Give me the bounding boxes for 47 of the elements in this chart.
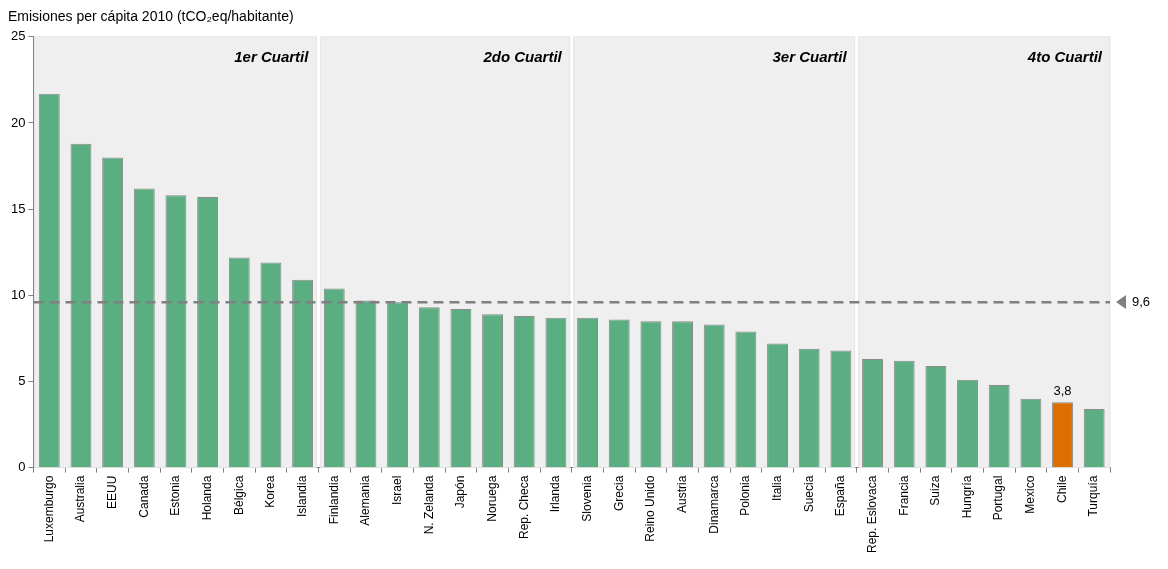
data-label: 3,8	[1053, 383, 1072, 399]
x-tick-label: N. Zelanda	[421, 475, 436, 535]
band-label: 4to Cuartil	[1026, 48, 1103, 66]
band-label: 3er Cuartil	[772, 48, 848, 66]
y-tick-label: 15	[10, 200, 26, 216]
x-tick-label: Italia	[769, 475, 784, 501]
x-tick-label: Austria	[674, 475, 689, 513]
x-tick-label: España	[833, 475, 848, 517]
x-tick-label: Rep. Checa	[516, 475, 531, 539]
x-tick-label: Turquía	[1086, 475, 1101, 517]
x-tick-label: Chile	[1054, 475, 1069, 503]
x-tick-label: Japón	[453, 475, 468, 509]
x-tick-label: Korea	[263, 475, 278, 508]
x-tick-label: Alemania	[358, 475, 373, 526]
band-label: 2do Cuartil	[482, 48, 563, 66]
y-tick-label: 5	[18, 373, 26, 389]
x-tick-label: Islandia	[294, 475, 309, 517]
y-tick-label: 0	[18, 459, 26, 475]
x-tick-label: Slovenia	[579, 475, 594, 522]
x-tick-label: Francia	[896, 475, 911, 516]
x-tick-label: Bélgica	[231, 475, 246, 515]
x-tick-label: Israel	[389, 475, 404, 505]
x-tick-label: Finlandia	[326, 475, 341, 525]
x-tick-label: Estonia	[168, 475, 183, 516]
x-tick-label: Rep. Eslovaca	[864, 475, 879, 553]
x-tick-label: Hungría	[959, 475, 974, 519]
x-tick-label: EEUU	[104, 475, 119, 509]
x-tick-label: Mexico	[1023, 475, 1038, 514]
x-tick-label: Holanda	[199, 475, 214, 521]
ref-line-label: 9,6	[1132, 293, 1151, 309]
x-tick-label: Portugal	[991, 475, 1006, 521]
x-tick-label: Suecia	[801, 475, 816, 513]
y-tick-label: 25	[10, 28, 26, 44]
band-label: 1er Cuartil	[234, 48, 310, 66]
x-tick-label: Irlanda	[548, 475, 563, 513]
x-tick-label: Suiza	[928, 475, 943, 506]
x-tick-label: Noruega	[484, 475, 499, 522]
y-tick-label: 10	[10, 286, 26, 302]
x-tick-label: Dinamarca	[706, 475, 721, 534]
x-tick-label: Grecia	[611, 475, 626, 511]
x-tick-label: Luxemburgo	[41, 475, 56, 543]
x-tick-label: Polonia	[738, 475, 753, 516]
x-tick-label: Australia	[73, 475, 88, 523]
x-tick-label: Reino Unido	[643, 475, 658, 542]
y-tick-label: 20	[10, 114, 26, 130]
x-tick-label: Canada	[136, 475, 151, 518]
chart-title: Emisiones per cápita 2010 (tCO₂eq/habitante)	[8, 8, 295, 24]
